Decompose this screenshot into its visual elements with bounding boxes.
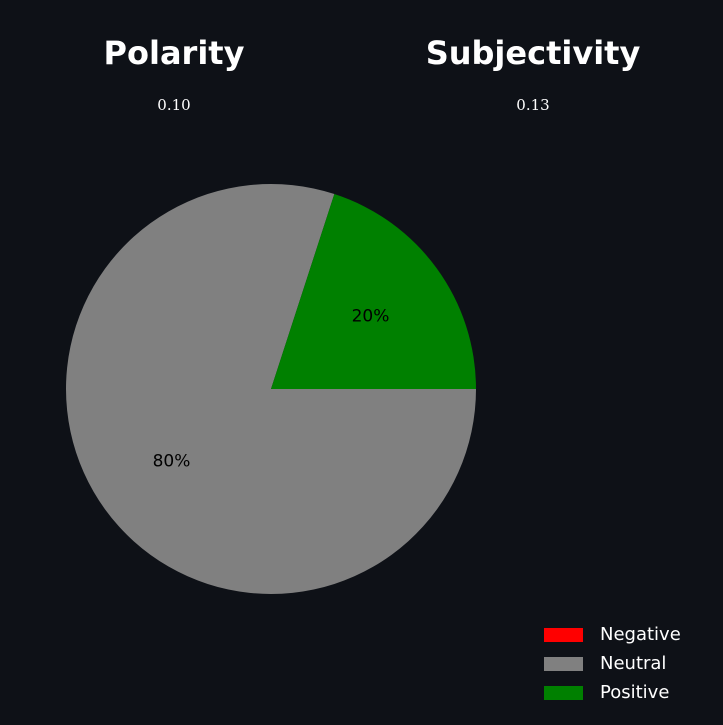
legend-label-neutral: Neutral [600,653,667,674]
pie-label-positive: 20% [352,307,390,327]
legend-label-positive: Positive [600,682,670,703]
subjectivity-metric: Subjectivity 0.13 [413,30,653,114]
legend-label-negative: Negative [600,624,681,645]
legend-item-negative: Negative [544,620,681,649]
legend-item-neutral: Neutral [544,649,681,678]
polarity-value: 0.10 [157,96,191,114]
legend-swatch-negative [544,627,583,642]
pie-slice-positive [271,194,476,389]
chart-legend: Negative Neutral Positive [544,620,681,707]
pie-label-neutral: 80% [153,451,191,471]
polarity-metric: Polarity 0.10 [54,30,294,114]
polarity-title: Polarity [103,34,245,72]
subjectivity-value: 0.13 [516,96,550,114]
legend-swatch-positive [544,685,583,700]
legend-swatch-neutral [544,656,583,671]
subjectivity-title: Subjectivity [425,34,641,72]
legend-item-positive: Positive [544,678,681,707]
